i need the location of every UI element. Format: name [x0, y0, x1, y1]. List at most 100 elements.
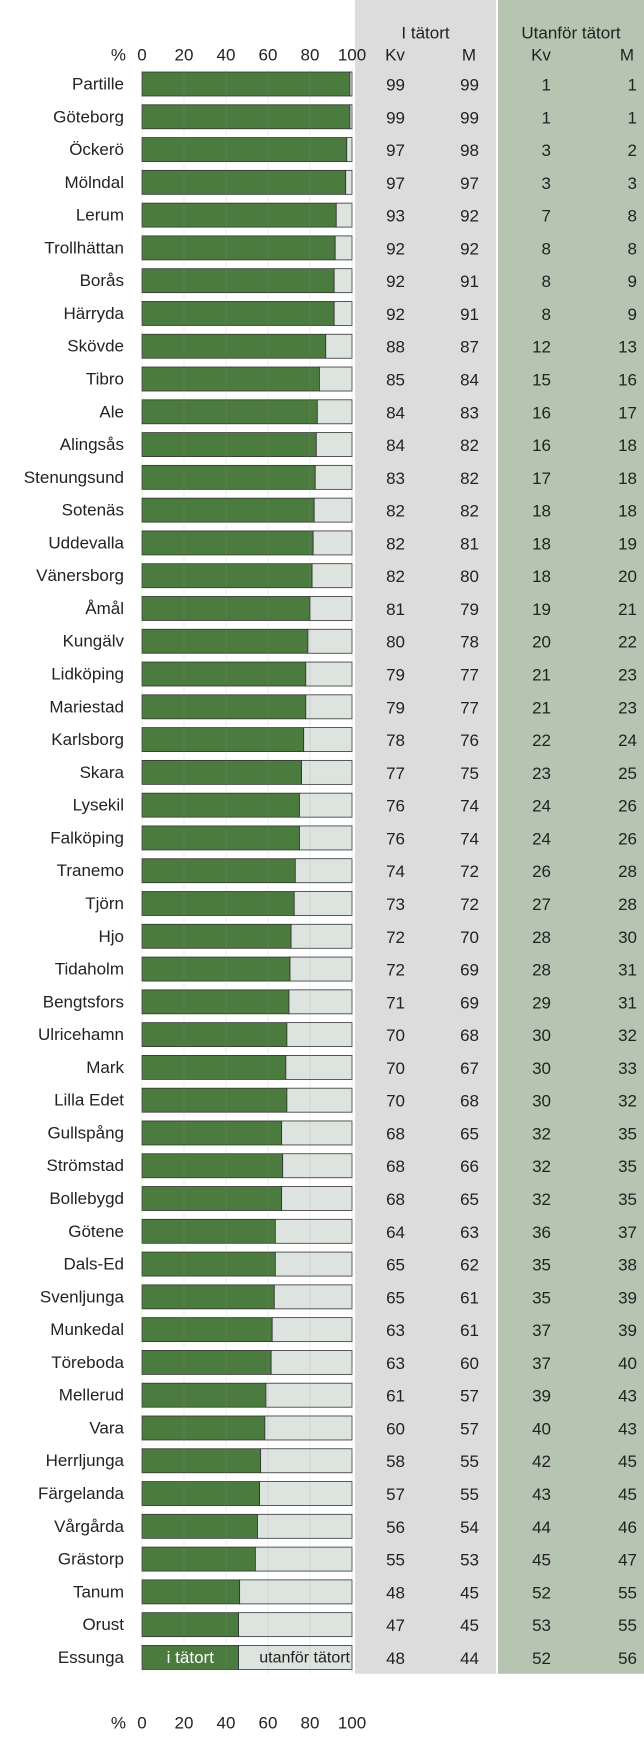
table-cell: 60: [386, 1419, 405, 1438]
table-cell: 23: [618, 666, 637, 685]
bar-segment: [141, 1186, 283, 1211]
column-header: Kv: [531, 45, 551, 64]
bar-segment: [141, 268, 335, 294]
table-cell: 82: [386, 534, 405, 553]
bar-segment: [141, 989, 290, 1015]
category-label: Dals-Ed: [64, 1255, 124, 1274]
table-cell: 53: [532, 1616, 551, 1635]
bar-segment: [141, 694, 307, 720]
bar-segment: [238, 1645, 353, 1670]
bar-segment: [141, 366, 320, 392]
table-cell: 65: [386, 1256, 405, 1275]
x-tick-label: 40: [217, 45, 236, 64]
column-group-header: I tätort: [401, 23, 449, 42]
bar-segment: [286, 1087, 353, 1113]
table-cell: 2: [628, 141, 637, 160]
table-cell: 68: [386, 1190, 405, 1209]
bar-segment: [257, 1513, 353, 1539]
table-cell: 19: [618, 534, 637, 553]
x-tick-label: 40: [217, 1713, 236, 1732]
table-cell: 30: [618, 928, 637, 947]
table-cell: 3: [628, 174, 637, 193]
category-label: Mellerud: [59, 1386, 124, 1405]
bar-segment: [141, 1448, 262, 1474]
bar-segment: [141, 1350, 272, 1375]
bar-segment: [141, 202, 337, 228]
category-label: Gullspång: [47, 1123, 124, 1142]
bar-segment: [313, 497, 353, 523]
bar-segment: [141, 563, 313, 589]
table-cell: 45: [618, 1485, 637, 1504]
table-cell: 18: [618, 469, 637, 488]
table-cell: 57: [460, 1419, 479, 1438]
bar-segment: [281, 1186, 353, 1211]
category-label: Skara: [80, 763, 125, 782]
column-header: M: [620, 45, 634, 64]
bar-segment: [333, 268, 353, 294]
category-label: Uddevalla: [48, 533, 124, 552]
table-cell: 76: [386, 797, 405, 816]
table-cell: 84: [386, 436, 405, 455]
table-cell: 17: [532, 469, 551, 488]
bar-segment: [303, 727, 353, 752]
bar-segment: [141, 333, 327, 359]
table-cell: 31: [618, 961, 637, 980]
bar-segment: [141, 1317, 273, 1343]
table-cell: 78: [386, 731, 405, 750]
bar-segment: [141, 137, 348, 162]
table-cell: 35: [618, 1157, 637, 1176]
axis-unit: %: [111, 1713, 126, 1732]
category-label: Mariestad: [49, 697, 124, 716]
bar-segment: [141, 628, 309, 654]
category-label: Kungälv: [63, 632, 125, 651]
table-cell: 82: [460, 436, 479, 455]
bar-segment: [319, 366, 353, 392]
bar-segment: [334, 235, 353, 261]
table-cell: 45: [532, 1551, 551, 1570]
table-cell: 58: [386, 1452, 405, 1471]
table-cell: 43: [532, 1485, 551, 1504]
category-label: Grästorp: [58, 1550, 124, 1569]
table-cell: 35: [618, 1190, 637, 1209]
category-label: Bengtsfors: [43, 992, 124, 1011]
table-cell: 18: [532, 534, 551, 553]
category-label: Sotenäs: [62, 501, 124, 520]
table-cell: 69: [460, 993, 479, 1012]
table-cell: 32: [532, 1190, 551, 1209]
table-cell: 54: [460, 1518, 479, 1537]
table-cell: 60: [460, 1354, 479, 1373]
table-cell: 26: [532, 862, 551, 881]
table-cell: 88: [386, 338, 405, 357]
table-cell: 28: [532, 961, 551, 980]
table-cell: 70: [386, 1059, 405, 1078]
category-label: Götene: [68, 1222, 124, 1241]
bar-segment: [141, 1055, 287, 1080]
category-label: Ale: [99, 402, 124, 421]
table-cell: 63: [460, 1223, 479, 1242]
table-cell: 99: [386, 108, 405, 127]
table-cell: 28: [532, 928, 551, 947]
table-cell: 8: [628, 239, 637, 258]
table-cell: 68: [460, 1026, 479, 1045]
table-cell: 29: [532, 993, 551, 1012]
bar-segment: [305, 661, 353, 687]
table-cell: 92: [386, 305, 405, 324]
bar-segment: [260, 1448, 353, 1474]
bar-segment: [141, 1022, 288, 1048]
table-cell: 73: [386, 895, 405, 914]
table-cell: 99: [460, 108, 479, 127]
table-cell: 20: [532, 633, 551, 652]
category-label: Bollebygd: [49, 1189, 124, 1208]
bar-segment: [333, 301, 353, 326]
table-cell: 68: [460, 1092, 479, 1111]
category-label: Partille: [72, 74, 124, 93]
table-cell: 70: [386, 1092, 405, 1111]
bar-segment: [141, 1087, 288, 1113]
table-cell: 98: [460, 141, 479, 160]
table-cell: 18: [618, 502, 637, 521]
table-cell: 3: [542, 141, 551, 160]
table-cell: 7: [542, 207, 551, 226]
category-label: Mark: [86, 1058, 124, 1077]
bar-segment: [293, 891, 353, 916]
category-label: Vänersborg: [36, 566, 124, 585]
